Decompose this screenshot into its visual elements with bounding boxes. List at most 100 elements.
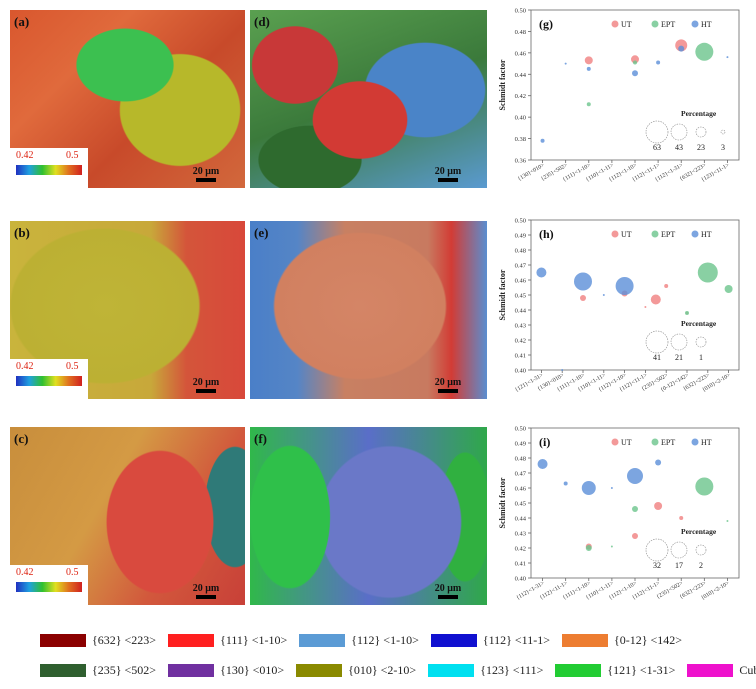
color-gradient — [16, 376, 82, 386]
panel-label: (f) — [254, 431, 267, 446]
y-tick-label: 0.44 — [515, 516, 527, 523]
scale-bar-label: 20 μm — [434, 583, 462, 594]
legend-item: {123} <111> — [428, 663, 543, 678]
y-axis-label: Schmidt factor — [498, 59, 507, 110]
data-point — [650, 294, 661, 305]
legend-label: {112} <1-10> — [351, 632, 419, 647]
data-point — [540, 138, 545, 143]
y-tick-label: 0.41 — [515, 353, 526, 360]
size-legend-value: 17 — [675, 561, 683, 570]
data-point — [655, 459, 662, 466]
legend-swatch — [40, 633, 86, 647]
y-tick-label: 0.45 — [515, 293, 526, 300]
size-legend-value: 2 — [699, 561, 703, 570]
scale-bar: 20 μm — [417, 583, 479, 599]
legend-label: {123} <111> — [480, 662, 544, 677]
legend-label: HT — [701, 230, 712, 239]
y-axis-label: Schmidt factor — [498, 477, 507, 528]
panel-label: (g) — [539, 17, 553, 31]
data-point — [726, 520, 729, 522]
data-point — [695, 42, 714, 61]
y-tick-label: 0.41 — [515, 561, 526, 568]
data-point — [586, 66, 591, 71]
data-point — [697, 262, 718, 283]
data-point — [563, 481, 568, 486]
panel-label: (h) — [539, 227, 554, 241]
data-point — [724, 285, 733, 293]
data-point — [685, 311, 689, 315]
legend-item: {010} <2-10> — [296, 663, 416, 678]
data-point — [627, 468, 643, 484]
data-point — [574, 272, 592, 291]
data-point — [602, 294, 605, 296]
data-point — [564, 62, 567, 65]
color-key-min: 0.42 — [16, 567, 34, 578]
scale-bar-line — [196, 389, 216, 393]
legend-swatch — [40, 663, 86, 677]
panel-label: (c) — [14, 431, 29, 446]
ebsd-map-a: (a) 0.42 0.5 20 μm — [10, 10, 245, 188]
scale-bar-line — [438, 389, 458, 393]
data-point — [615, 277, 634, 295]
data-point — [561, 369, 564, 371]
data-point — [656, 60, 661, 65]
legend-item: Cube — [687, 663, 756, 678]
legend-marker — [651, 20, 659, 28]
legend-label: {121} <1-31> — [607, 662, 676, 677]
legend-marker — [691, 230, 699, 238]
size-legend-circle — [695, 336, 707, 348]
legend-label: {130} <010> — [220, 662, 285, 677]
y-tick-label: 0.36 — [515, 158, 527, 165]
legend-label: UT — [621, 438, 632, 447]
legend-label: EPT — [661, 230, 675, 239]
legend-label: {112} <11-1> — [482, 632, 551, 647]
y-tick-label: 0.45 — [515, 501, 526, 508]
ebsd-map-b: (b) 0.42 0.5 20 μm — [10, 221, 245, 399]
legend-label: EPT — [661, 20, 675, 29]
y-tick-label: 0.42 — [515, 93, 526, 100]
legend-item: {632} <223> — [40, 633, 156, 648]
size-legend-value: 1 — [699, 353, 703, 362]
legend-swatch — [296, 663, 343, 677]
size-legend-value: 32 — [653, 561, 661, 570]
legend-label: {0-12} <142> — [614, 632, 683, 647]
data-point — [632, 506, 638, 512]
data-point — [654, 502, 663, 510]
legend-item: {235} <502> — [40, 663, 156, 678]
data-point — [585, 545, 592, 551]
color-key-max: 0.5 — [66, 567, 79, 578]
size-legend-circle — [645, 538, 669, 562]
y-tick-label: 0.38 — [515, 136, 526, 143]
size-legend-value: 63 — [653, 143, 661, 152]
size-legend-circle — [670, 541, 688, 559]
data-point — [695, 477, 714, 496]
y-tick-label: 0.50 — [515, 8, 526, 15]
panel-label: (i) — [539, 435, 550, 449]
color-key-min: 0.42 — [16, 361, 34, 372]
color-key: 0.42 0.5 — [10, 565, 88, 605]
size-legend-circle — [695, 126, 707, 138]
legend-label: EPT — [661, 438, 675, 447]
panel-label: (a) — [14, 14, 30, 29]
data-point — [580, 295, 586, 301]
data-point — [536, 267, 547, 278]
scale-bar: 20 μm — [417, 377, 479, 393]
y-tick-label: 0.46 — [515, 486, 527, 493]
legend-marker — [691, 20, 699, 28]
y-tick-label: 0.40 — [515, 115, 526, 122]
legend-label: {632} <223> — [92, 632, 157, 647]
chart-i: 0.40 0.41 0.42 0.43 0.44 0.45 0.46 0.47 0.48 0.49… — [498, 426, 740, 601]
data-point — [678, 45, 685, 52]
data-point — [581, 481, 596, 495]
data-point — [633, 60, 637, 65]
panel-label: (d) — [254, 14, 270, 29]
y-tick-label: 0.40 — [515, 368, 526, 375]
size-legend-title: Percentage — [681, 527, 717, 536]
scale-bar: 20 μm — [175, 583, 237, 599]
size-legend-circle — [645, 120, 669, 144]
scale-bar: 20 μm — [417, 166, 479, 182]
color-gradient — [16, 582, 82, 592]
legend-label: HT — [701, 20, 712, 29]
data-point — [644, 306, 647, 308]
size-legend-circle — [670, 123, 688, 141]
